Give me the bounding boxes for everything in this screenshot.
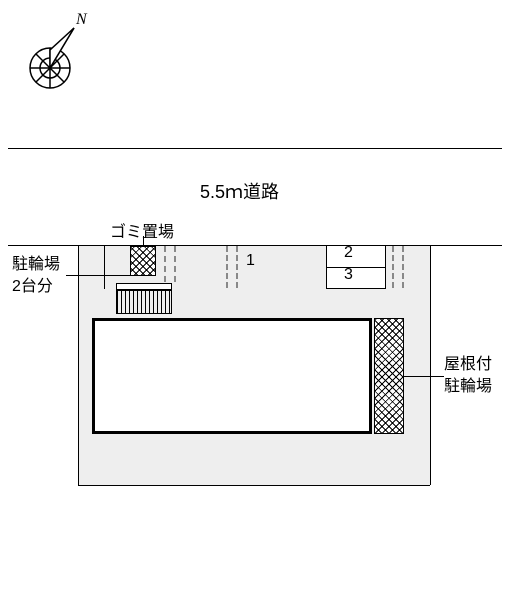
- road-label: 5.5ｍ道路: [200, 178, 279, 204]
- bike2-label-line2: 2台分: [12, 272, 53, 296]
- lot-bottom-border: [78, 485, 430, 486]
- covered-leader: [404, 376, 444, 377]
- dash-r2: [402, 246, 404, 288]
- dash-1: [164, 246, 166, 282]
- spaces-2-3-divider: [326, 267, 386, 268]
- space-3-label: 3: [344, 266, 353, 284]
- bike2-label-line1: 駐輪場: [12, 250, 60, 274]
- dash-2: [174, 246, 176, 282]
- trash-leader: [143, 236, 144, 246]
- compass: N: [12, 6, 102, 106]
- covered-label-line2: 駐輪場: [444, 372, 492, 396]
- top-rule: [8, 148, 502, 149]
- lot-top-line: [8, 245, 502, 246]
- bike2-leader: [66, 275, 130, 276]
- dash-r1: [392, 246, 394, 288]
- lot-right-border: [430, 245, 431, 485]
- trash-box: [130, 246, 156, 276]
- space-2-label: 2: [344, 244, 353, 262]
- trash-label: ゴミ置場: [110, 218, 174, 242]
- inner-wall-1: [104, 245, 105, 289]
- building: [92, 318, 372, 434]
- dash-4: [236, 246, 238, 288]
- stairs-landing: [116, 283, 172, 290]
- dash-3: [226, 246, 228, 288]
- space-1-label: 1: [246, 252, 255, 270]
- lot-left-border: [78, 245, 79, 485]
- covered-label-line1: 屋根付: [444, 350, 492, 374]
- svg-text:N: N: [75, 11, 88, 28]
- stairs: [116, 290, 172, 314]
- covered-bike-box: [374, 318, 404, 434]
